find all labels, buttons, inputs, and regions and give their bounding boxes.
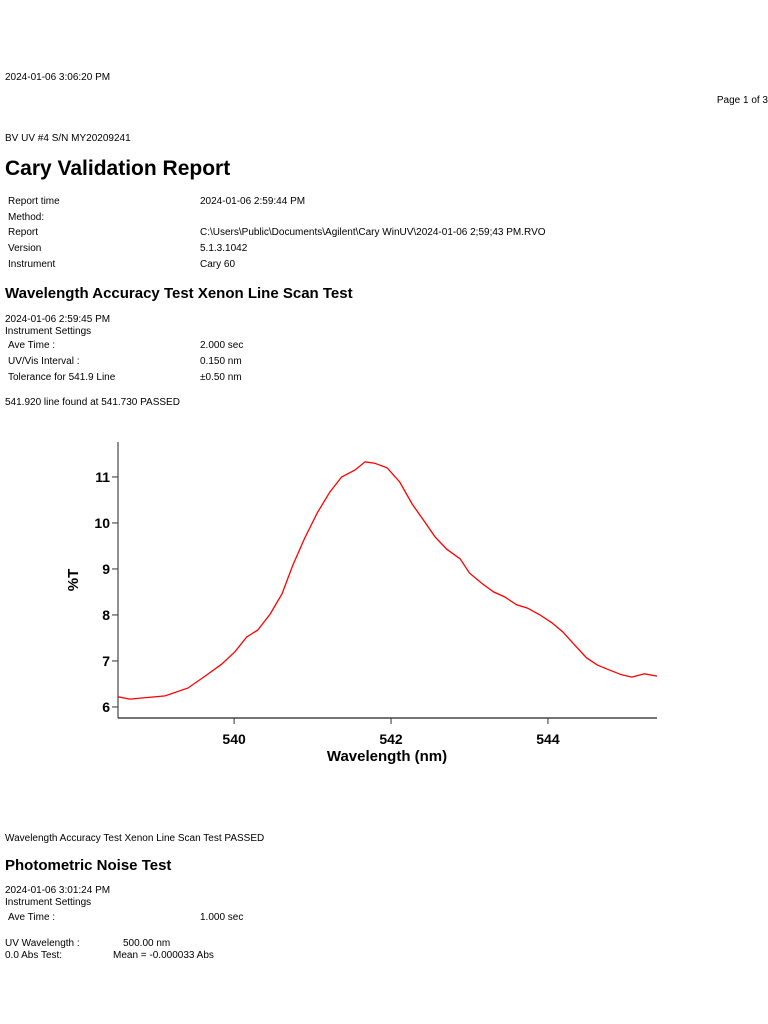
info-value: C:\Users\Public\Documents\Agilent\Cary W… [200,227,546,238]
scan-curve [117,461,658,700]
xenon-scan-chart: 6 7 8 9 10 11 540 542 544 %T Wavelength (nm) [65,442,658,765]
wavelength-result-line: 541.920 line found at 541.730 PASSED [5,397,180,408]
y-axis-label: %T [65,569,82,592]
page-title: Cary Validation Report [5,157,231,180]
y-axis-ticks: 6 7 8 9 10 11 [94,469,118,715]
abs-test-label: 0.0 Abs Test: [5,950,63,961]
uv-wavelength-value: 500.00 nm [123,938,171,949]
setting-label: UV/Vis Interval : [8,356,80,367]
x-tick-label: 540 [222,731,246,747]
noise-test-timestamp: 2024-01-06 3:01:24 PM [5,885,111,896]
info-label: Report [8,227,39,238]
info-value: 2024-01-06 2:59:44 PM [200,196,306,207]
setting-value: 1.000 sec [200,912,244,923]
info-value: 5.1.3.1042 [200,243,248,254]
x-axis-label: Wavelength (nm) [327,748,447,765]
info-label: Instrument [8,259,56,270]
y-tick-label: 9 [102,561,110,577]
setting-label: Ave Time : [8,912,56,923]
chart-axes [117,442,657,719]
page-indicator: Page 1 of 3 [716,95,768,106]
noise-settings-label: Instrument Settings [5,897,92,908]
y-tick-label: 11 [95,469,110,485]
x-tick-label: 544 [536,731,560,747]
y-tick-label: 7 [102,653,110,669]
setting-label: Ave Time : [8,340,56,351]
x-tick-label: 542 [379,731,403,747]
setting-value: 2.000 sec [200,340,244,351]
y-tick-label: 6 [102,699,110,715]
instrument-settings-label: Instrument Settings [5,326,92,337]
setting-label: Tolerance for 541.9 Line [8,372,116,383]
section-title-wavelength-test: Wavelength Accuracy Test Xenon Line Scan… [5,285,353,302]
print-timestamp: 2024-01-06 3:06:20 PM [5,72,111,83]
instrument-id: BV UV #4 S/N MY20209241 [5,133,131,144]
section-title-noise-test: Photometric Noise Test [5,857,172,874]
uv-wavelength-label: UV Wavelength : [5,938,80,949]
y-tick-label: 10 [94,515,110,531]
wavelength-test-summary: Wavelength Accuracy Test Xenon Line Scan… [5,833,265,844]
abs-test-value: Mean = -0.000033 Abs [113,950,214,961]
info-label: Report time [8,196,60,207]
wavelength-test-timestamp: 2024-01-06 2:59:45 PM [5,314,111,325]
info-label: Version [8,243,42,254]
setting-value: 0.150 nm [200,356,242,367]
setting-value: ±0.50 nm [200,372,242,383]
info-label: Method: [8,212,45,223]
y-tick-label: 8 [102,607,110,623]
info-value: Cary 60 [200,259,236,270]
x-axis-ticks: 540 542 544 [222,718,560,747]
